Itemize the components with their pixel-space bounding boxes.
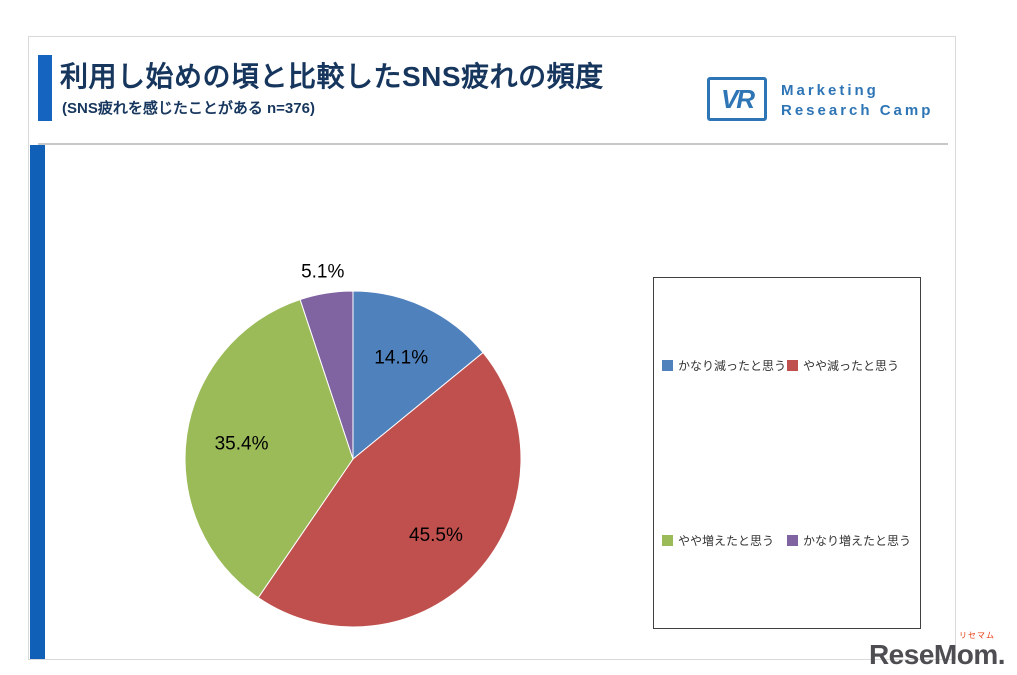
legend-label: やや増えたと思う <box>678 534 775 548</box>
legend-swatch-icon <box>787 535 798 546</box>
pie-chart-container: 14.1% 45.5% 35.4% 5.1% <box>153 259 553 659</box>
legend-box: かなり減ったと思う やや減ったと思うやや増えたと思う かなり増えたと思う <box>653 277 921 629</box>
legend-grid: かなり減ったと思う やや減ったと思うやや増えたと思う かなり増えたと思う <box>654 278 920 628</box>
legend-label: かなり増えたと思う <box>803 534 912 548</box>
vr-logo: VR <box>707 77 767 121</box>
resemom-logo: リセマム ReseMom. <box>868 631 1006 670</box>
legend-item-0: かなり減ったと思う <box>662 357 787 374</box>
page-title: 利用し始めの頃と比較したSNS疲れの頻度 <box>60 61 604 92</box>
logo-text-line1: Marketing <box>781 82 879 99</box>
resemom-ruby: リセマム <box>959 631 995 640</box>
legend-label: かなり減ったと思う <box>678 359 787 373</box>
legend-item-1: やや減ったと思う <box>787 357 912 374</box>
pie-chart: 14.1% 45.5% 35.4% 5.1% <box>184 262 522 628</box>
legend-label: やや減ったと思う <box>803 359 900 373</box>
left-accent-strip <box>30 145 45 659</box>
title-accent-bar <box>38 55 52 121</box>
pie-data-label-2: 35.4% <box>215 433 269 454</box>
pie-slice-2 <box>184 298 354 599</box>
pie-slice-0 <box>352 290 484 461</box>
pie-slice-1 <box>257 351 522 628</box>
legend-swatch-icon <box>787 360 798 371</box>
legend-swatch-icon <box>662 360 673 371</box>
pie-data-label-0: 14.1% <box>374 347 428 368</box>
logo-text-line2: Research Camp <box>781 102 934 119</box>
pie-slice-3 <box>299 290 354 460</box>
logo-text: Marketing Research Camp <box>781 81 933 121</box>
legend-item-2: やや増えたと思う <box>662 532 787 549</box>
legend-swatch-icon <box>662 535 673 546</box>
legend-item-3: かなり増えたと思う <box>787 532 912 549</box>
page-subtitle: (SNS疲れを感じたことがある n=376) <box>62 100 315 117</box>
pie-data-label-1: 45.5% <box>409 525 463 546</box>
resemom-brand: ReseMom. <box>868 639 1006 670</box>
vr-logo-mark: VR <box>720 83 755 114</box>
slide: 利用し始めの頃と比較したSNS疲れの頻度 (SNS疲れを感じたことがある n=3… <box>28 36 956 660</box>
header-divider <box>38 143 948 145</box>
pie-data-label-3: 5.1% <box>301 262 344 283</box>
